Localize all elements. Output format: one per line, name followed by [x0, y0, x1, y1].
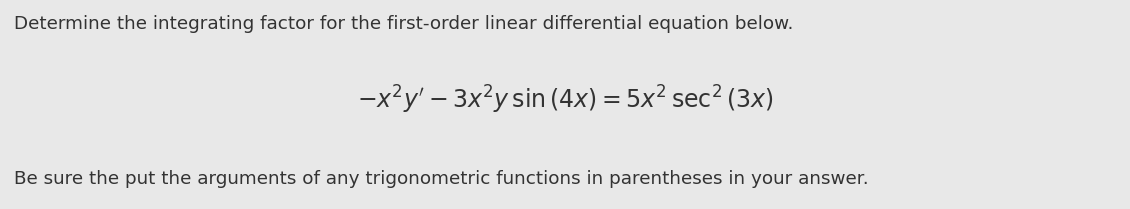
Text: Be sure the put the arguments of any trigonometric functions in parentheses in y: Be sure the put the arguments of any tri…: [14, 170, 868, 188]
Text: Determine the integrating factor for the first-order linear differential equatio: Determine the integrating factor for the…: [14, 15, 793, 33]
Text: $-x^2y' - 3x^2y\,\mathrm{sin}\,(4x) = 5x^2\,\mathrm{sec}^2\,(3x)$: $-x^2y' - 3x^2y\,\mathrm{sin}\,(4x) = 5x…: [357, 84, 773, 116]
